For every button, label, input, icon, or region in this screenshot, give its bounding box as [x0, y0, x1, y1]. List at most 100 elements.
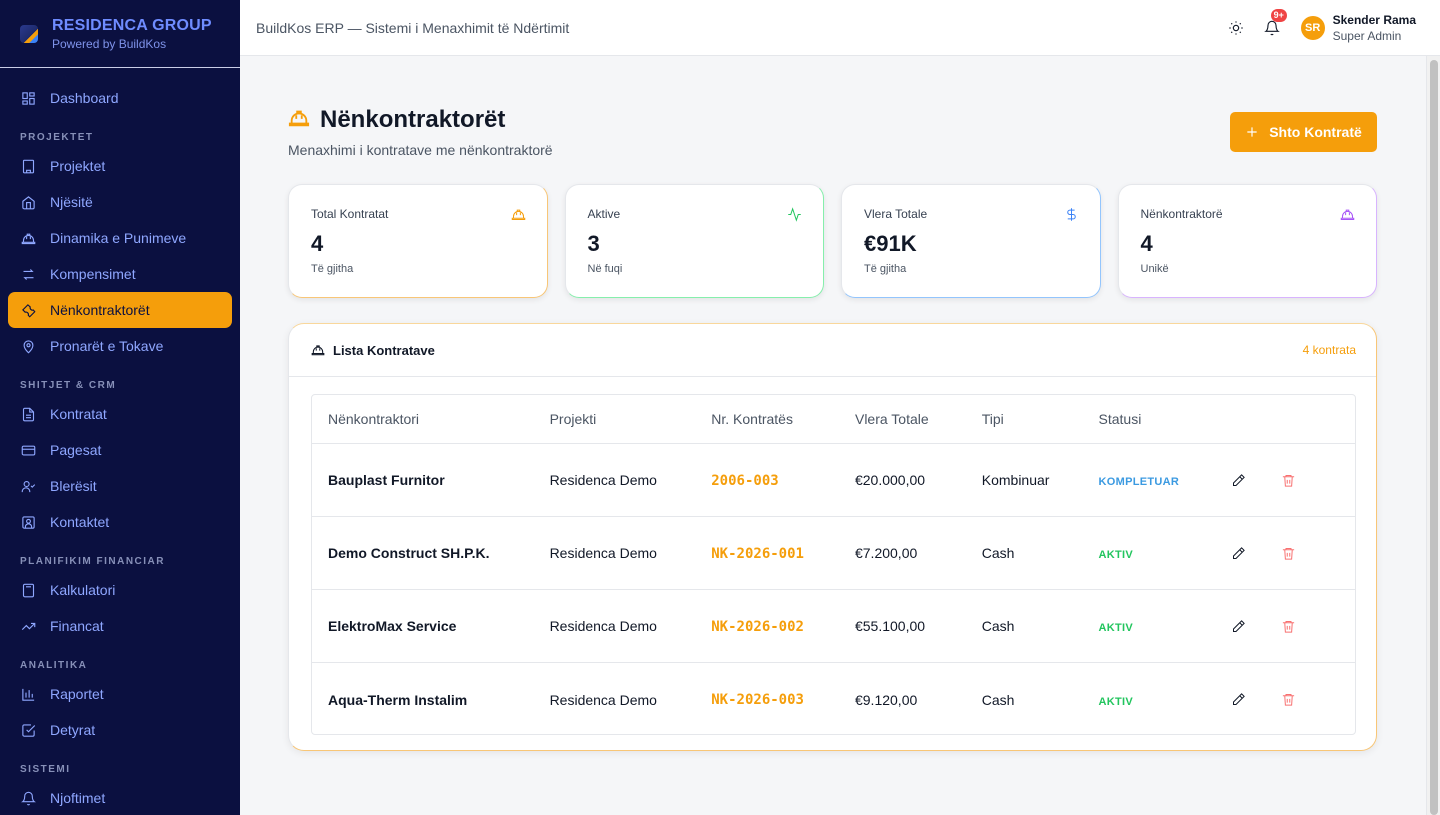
sidebar-item-raportet[interactable]: Raportet [8, 676, 232, 712]
page-scrollbar[interactable] [1426, 56, 1440, 815]
nav-section-analitika: ANALITIKA [20, 660, 88, 671]
add-contract-label: Shto Kontratë [1269, 124, 1362, 140]
edit-pencil-icon[interactable] [1230, 545, 1246, 561]
delete-trash-icon[interactable] [1280, 472, 1296, 488]
table-row[interactable]: Bauplast Furnitor Residenca Demo 2006-003 €… [312, 444, 1355, 517]
stat-card-total-kontratat: Total Kontratat 4 Të gjitha [288, 184, 548, 298]
column-header: Projekti [549, 411, 597, 427]
column-header: Vlera Totale [854, 411, 929, 427]
project-name: Residenca Demo [549, 618, 657, 634]
sidebar-item-financat[interactable]: Financat [8, 608, 232, 644]
stat-note: Të gjitha [311, 263, 354, 275]
check-square-icon [20, 722, 36, 738]
add-contract-button[interactable]: Shto Kontratë [1230, 112, 1377, 152]
users-icon [20, 478, 36, 494]
nav-section-shitjet-crm: SHITJET & CRM [20, 380, 117, 391]
list-header: Lista Kontratave 4 kontrata [289, 324, 1376, 377]
contract-number[interactable]: 2006-003 [711, 472, 779, 489]
contract-number[interactable]: NK-2026-003 [711, 692, 804, 708]
credit-card-icon [20, 442, 36, 458]
edit-pencil-icon[interactable] [1230, 472, 1246, 488]
sidebar-item-kontratat[interactable]: Kontratat [8, 396, 232, 432]
table-row[interactable]: Demo Construct SH.P.K. Residenca Demo NK-2… [312, 517, 1355, 590]
sidebar-nav: Dashboard PROJEKTET Projektet Njësitë Dinami… [0, 68, 240, 815]
sidebar-item-label: Pronarët e Tokave [50, 338, 164, 354]
page-subtitle: Menaxhimi i kontratave me nënkontraktorë [288, 142, 553, 158]
sidebar-item-dinamika-e-punimeve[interactable]: Dinamika e Punimeve [8, 220, 232, 256]
activity-icon [787, 207, 803, 223]
user-role: Super Admin [1332, 29, 1402, 43]
delete-trash-icon[interactable] [1280, 692, 1296, 708]
project-name: Residenca Demo [549, 545, 657, 561]
table-row[interactable]: Aqua-Therm Instalim Residenca Demo NK-2026… [312, 663, 1355, 736]
delete-trash-icon[interactable] [1280, 545, 1296, 561]
contact-icon [20, 514, 36, 530]
sidebar-item-nenkontraktoret[interactable]: Nënkontraktorët [8, 292, 232, 328]
subcontractor-name: Bauplast Furnitor [328, 472, 445, 488]
sidebar-item-pronaret-e-tokave[interactable]: Pronarët e Tokave [8, 328, 232, 364]
sidebar-item-label: Njësitë [50, 194, 93, 210]
list-title: Lista Kontratave [333, 342, 435, 358]
calculator-icon [20, 582, 36, 598]
project-name: Residenca Demo [549, 472, 657, 488]
sidebar-item-label: Raportet [50, 686, 104, 702]
nav-section-sistemi: SISTEMI [20, 764, 71, 775]
subcontractor-name: ElektroMax Service [328, 618, 457, 634]
notifications-bell-icon[interactable]: 9+ [1263, 9, 1287, 37]
user-menu[interactable]: SR Skender Rama Super Admin [1300, 13, 1416, 43]
contracts-table: Nënkontraktori Projekti Nr. Kontratës Vlera… [311, 394, 1356, 735]
table-row[interactable]: ElektroMax Service Residenca Demo NK-2026-… [312, 590, 1355, 663]
map-pin-icon [20, 338, 36, 354]
arrows-swap-icon [20, 266, 36, 282]
column-header: Nënkontraktori [328, 411, 420, 427]
project-name: Residenca Demo [549, 691, 657, 708]
sidebar-item-label: Kontaktet [50, 514, 110, 530]
stats-row: Total Kontratat 4 Të gjitha Aktive 3 Në fuqi V… [288, 184, 1377, 298]
dashboard-icon [20, 90, 36, 106]
plus-icon [1247, 127, 1257, 137]
hardhat-icon [288, 107, 310, 134]
sidebar-item-pagesat[interactable]: Pagesat [8, 432, 232, 468]
sidebar-item-kalkulatori[interactable]: Kalkulatori [8, 572, 232, 608]
subcontractor-name: Demo Construct SH.P.K. [328, 545, 490, 561]
sidebar-item-kontaktet[interactable]: Kontaktet [8, 504, 232, 540]
sidebar-item-njesite[interactable]: Njësitë [8, 184, 232, 220]
column-header: Statusi [1098, 411, 1142, 427]
contract-value: €9.120,00 [854, 691, 918, 708]
sidebar-item-njoftimet[interactable]: Njoftimet [8, 780, 232, 815]
hardhat-icon [1340, 207, 1356, 223]
contract-value: €7.200,00 [854, 545, 918, 561]
contract-value: €20.000,00 [854, 472, 926, 488]
stat-label: Total Kontratat [311, 207, 389, 221]
stat-note: Në fuqi [587, 263, 623, 275]
status-badge: KOMPLETUAR [1098, 476, 1180, 488]
sidebar-item-dashboard[interactable]: Dashboard [8, 80, 232, 116]
avatar: SR [1300, 16, 1325, 40]
scroll-thumb[interactable] [1430, 60, 1438, 815]
sidebar-item-detyrat[interactable]: Detyrat [8, 712, 232, 748]
sidebar-item-label: Projektet [50, 158, 106, 174]
stat-label: Vlera Totale [864, 207, 928, 221]
wrench-icon [20, 302, 36, 318]
nav-section-projektet: PROJEKTET [20, 132, 94, 143]
dollar-icon [1064, 207, 1080, 223]
edit-pencil-icon[interactable] [1230, 692, 1246, 708]
payment-type: Cash [981, 691, 1015, 708]
status-badge: AKTIV [1098, 695, 1134, 708]
sidebar-item-bleresit[interactable]: Blerësit [8, 468, 232, 504]
edit-pencil-icon[interactable] [1230, 618, 1246, 634]
sidebar-item-kompensimet[interactable]: Kompensimet [8, 256, 232, 292]
sidebar-item-projektet[interactable]: Projektet [8, 148, 232, 184]
status-badge: AKTIV [1098, 622, 1134, 634]
stat-value: 3 [587, 231, 600, 256]
list-count: 4 kontrata [1302, 343, 1356, 357]
column-header: Nr. Kontratës [711, 411, 793, 427]
stat-note: Unikë [1140, 263, 1169, 275]
theme-toggle-sun-icon[interactable] [1227, 19, 1245, 37]
contract-number[interactable]: NK-2026-002 [711, 618, 804, 635]
delete-trash-icon[interactable] [1280, 618, 1296, 634]
brand[interactable]: RESIDENCA GROUP Powered by BuildKos [0, 0, 240, 68]
contract-number[interactable]: NK-2026-001 [711, 545, 804, 562]
stat-card-nenkontraktore: Nënkontraktorë 4 Unikë [1117, 184, 1377, 298]
page-header: Nënkontraktorët Menaxhimi i kontratave m… [288, 56, 1377, 184]
